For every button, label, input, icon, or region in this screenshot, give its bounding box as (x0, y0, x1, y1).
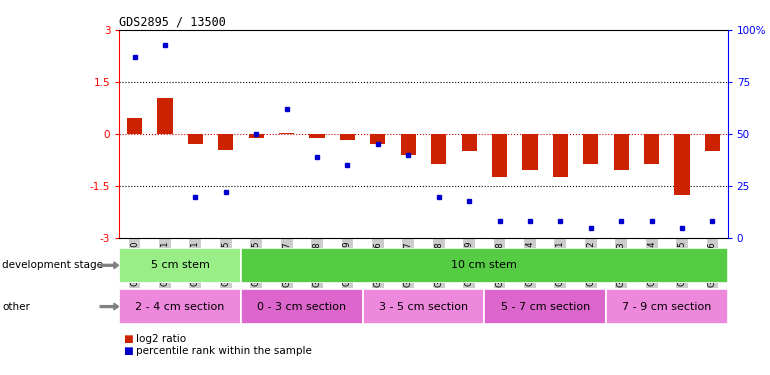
Text: 5 cm stem: 5 cm stem (151, 260, 209, 270)
Bar (157, 98, 172, 134)
Text: development stage: development stage (2, 260, 103, 270)
Bar (614, 134, 629, 171)
Bar (241, 248, 728, 283)
Text: 0 - 3 cm section: 0 - 3 cm section (257, 302, 346, 312)
Text: 2 - 4 cm section: 2 - 4 cm section (136, 302, 225, 312)
Bar (606, 289, 728, 324)
Bar (431, 134, 447, 164)
Bar (310, 134, 325, 138)
Text: GDS2895 / 13500: GDS2895 / 13500 (119, 16, 226, 29)
Bar (340, 134, 355, 140)
Bar (522, 134, 537, 171)
Text: percentile rank within the sample: percentile rank within the sample (136, 346, 312, 355)
Text: other: other (2, 302, 30, 312)
Text: 3 - 5 cm section: 3 - 5 cm section (379, 302, 468, 312)
Bar (492, 134, 507, 177)
Bar (127, 118, 142, 134)
Text: 7 - 9 cm section: 7 - 9 cm section (622, 302, 711, 312)
Bar (241, 289, 363, 324)
Text: 5 - 7 cm section: 5 - 7 cm section (500, 302, 590, 312)
Bar (279, 133, 294, 134)
Bar (644, 134, 659, 164)
Bar (553, 134, 568, 177)
Text: log2 ratio: log2 ratio (136, 334, 186, 344)
Bar (119, 289, 241, 324)
Bar (188, 134, 203, 144)
Text: ■: ■ (123, 346, 133, 355)
Bar (119, 248, 241, 283)
Bar (249, 134, 264, 138)
Bar (583, 134, 598, 164)
Text: 10 cm stem: 10 cm stem (451, 260, 517, 270)
Bar (370, 134, 386, 144)
Text: ■: ■ (123, 334, 133, 344)
Bar (218, 134, 233, 150)
Bar (400, 134, 416, 155)
Bar (675, 134, 690, 195)
Bar (363, 289, 484, 324)
Bar (705, 134, 720, 151)
Bar (484, 289, 606, 324)
Bar (461, 134, 477, 152)
